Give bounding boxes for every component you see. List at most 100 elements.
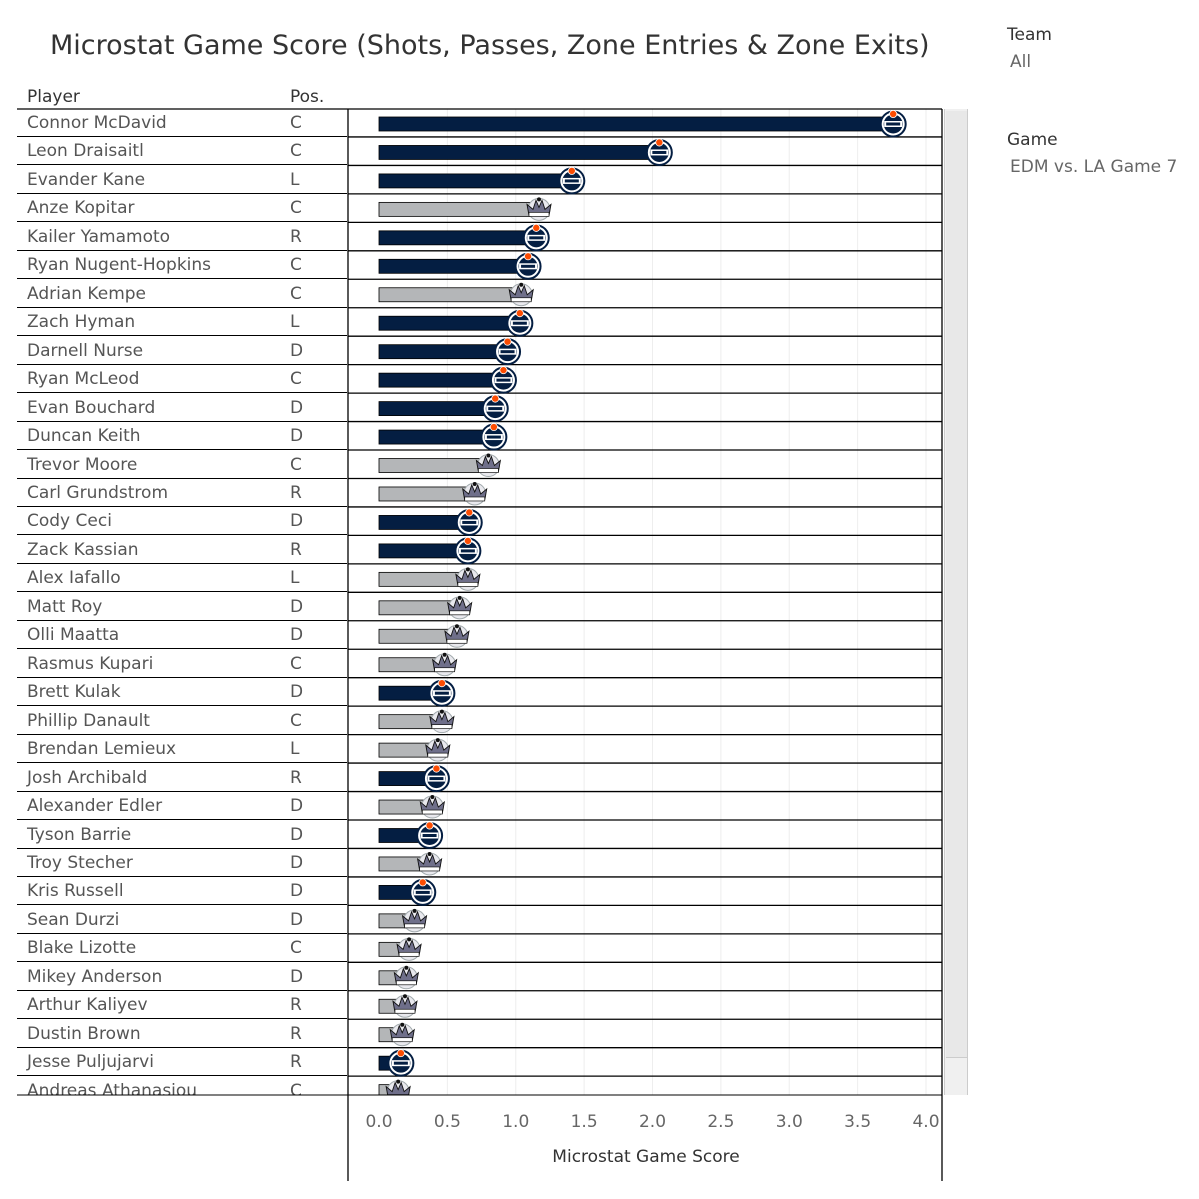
oilers-logo-icon <box>514 252 542 280</box>
table-row[interactable]: Zack Kassian R <box>17 536 347 564</box>
player-position: D <box>290 796 304 817</box>
bar <box>378 230 537 246</box>
oilers-logo-icon <box>522 223 550 252</box>
player-position: D <box>290 340 304 361</box>
table-row[interactable]: Rasmus Kupari C <box>17 650 347 678</box>
row-divider <box>17 477 347 479</box>
player-name: Ryan Nugent-Hopkins <box>27 255 212 276</box>
player-position: R <box>290 767 302 788</box>
kings-logo-icon <box>425 738 451 762</box>
x-tick-label: 0.0 <box>365 1112 392 1132</box>
row-divider <box>17 392 347 394</box>
table-row[interactable]: Anze Kopitar C <box>17 194 347 223</box>
table-row[interactable]: Ryan McLeod C <box>17 365 347 394</box>
table-row[interactable]: Troy Stecher D <box>17 849 347 877</box>
row-divider <box>17 221 347 223</box>
row-divider <box>17 562 347 564</box>
kings-logo-icon <box>389 1022 415 1047</box>
kings-logo-icon <box>526 197 552 221</box>
table-row[interactable]: Leon Draisaitl C <box>17 137 347 166</box>
table-row[interactable]: Trevor Moore C <box>17 451 347 479</box>
bar <box>378 173 573 189</box>
pos-column-header: Pos. <box>290 87 325 107</box>
row-divider <box>17 306 347 308</box>
player-name: Blake Lizotte <box>27 938 137 959</box>
table-row[interactable]: Olli Maatta D <box>17 621 347 650</box>
table-row[interactable]: Tyson Barrie D <box>17 821 347 849</box>
player-position: C <box>290 198 302 219</box>
player-name: Evander Kane <box>27 169 146 190</box>
table-row[interactable]: Zach Hyman L <box>17 308 347 337</box>
player-name: Alex Iafallo <box>27 568 121 589</box>
table-row[interactable]: Phillip Danault C <box>17 707 347 735</box>
oilers-logo-icon <box>506 309 534 337</box>
table-row[interactable]: Adrian Kempe C <box>17 280 347 308</box>
player-name: Phillip Danault <box>27 710 150 731</box>
table-row[interactable]: Andreas Athanasiou C <box>17 1077 347 1095</box>
scrollbar-thumb[interactable] <box>946 111 967 1058</box>
oilers-logo-icon <box>879 110 907 138</box>
kings-logo-icon <box>508 282 534 307</box>
player-name: Mikey Anderson <box>27 966 163 987</box>
row-divider <box>17 762 347 764</box>
game-filter-value[interactable]: EDM vs. LA Game 7 <box>1010 157 1178 177</box>
table-row[interactable]: Jesse Puljujarvi R <box>17 1048 347 1077</box>
bar <box>378 315 521 331</box>
x-tick-label: 2.5 <box>707 1112 734 1132</box>
bar <box>378 401 496 417</box>
table-row[interactable]: Alexander Edler D <box>17 792 347 821</box>
game-filter-label: Game <box>1007 130 1058 150</box>
player-position: C <box>290 255 302 276</box>
player-position: C <box>290 141 302 162</box>
player-position: C <box>290 369 302 390</box>
x-tick-label: 0.5 <box>434 1112 461 1132</box>
row-divider <box>17 819 347 821</box>
player-position: C <box>290 653 302 674</box>
kings-logo-icon <box>475 453 502 478</box>
vertical-scrollbar[interactable] <box>944 109 968 1095</box>
player-name: Arthur Kaliyev <box>27 995 148 1016</box>
table-row[interactable]: Kailer Yamamoto R <box>17 223 347 251</box>
bar <box>378 287 522 303</box>
table-row[interactable]: Brendan Lemieux L <box>17 735 347 764</box>
table-row[interactable]: Cody Ceci D <box>17 507 347 536</box>
table-row[interactable]: Brett Kulak D <box>17 678 347 707</box>
table-row[interactable]: Connor McDavid C <box>17 109 347 137</box>
table-row[interactable]: Josh Archibald R <box>17 764 347 792</box>
table-row[interactable]: Arthur Kaliyev R <box>17 991 347 1020</box>
kings-logo-icon <box>385 1079 411 1095</box>
player-position: D <box>290 909 304 930</box>
chart-title: Microstat Game Score (Shots, Passes, Zon… <box>50 30 930 61</box>
table-row[interactable]: Kris Russell D <box>17 877 347 906</box>
x-tick-label: 3.5 <box>844 1112 871 1132</box>
table-row[interactable]: Mikey Anderson D <box>17 963 347 991</box>
player-name: Troy Stecher <box>27 852 133 873</box>
row-divider <box>17 989 347 991</box>
player-position: L <box>290 312 300 333</box>
table-row[interactable]: Blake Lizotte C <box>17 934 347 963</box>
player-name: Brett Kulak <box>27 682 121 703</box>
table-row[interactable]: Ryan Nugent-Hopkins C <box>17 251 347 280</box>
table-row[interactable]: Duncan Keith D <box>17 422 347 451</box>
kings-logo-icon <box>431 652 458 677</box>
bar <box>378 458 489 473</box>
player-position: D <box>290 881 304 902</box>
table-row[interactable]: Matt Roy D <box>17 593 347 621</box>
team-filter-value[interactable]: All <box>1010 52 1032 72</box>
table-row[interactable]: Evan Bouchard D <box>17 394 347 422</box>
row-divider <box>17 278 347 280</box>
player-table: Connor McDavid C Leon Draisaitl C Evander Ka… <box>17 109 347 1095</box>
player-name: Kailer Yamamoto <box>27 226 171 247</box>
table-row[interactable]: Dustin Brown R <box>17 1020 347 1048</box>
table-row[interactable]: Darnell Nurse D <box>17 337 347 365</box>
table-row[interactable]: Alex Iafallo L <box>17 564 347 593</box>
oilers-logo-icon <box>428 679 456 707</box>
x-tick-label: 3.0 <box>776 1112 803 1132</box>
oilers-logo-icon <box>409 878 437 906</box>
table-row[interactable]: Evander Kane L <box>17 166 347 194</box>
table-row[interactable]: Sean Durzi D <box>17 906 347 934</box>
row-divider <box>17 875 347 877</box>
table-row[interactable]: Carl Grundstrom R <box>17 479 347 507</box>
bar <box>378 344 508 360</box>
